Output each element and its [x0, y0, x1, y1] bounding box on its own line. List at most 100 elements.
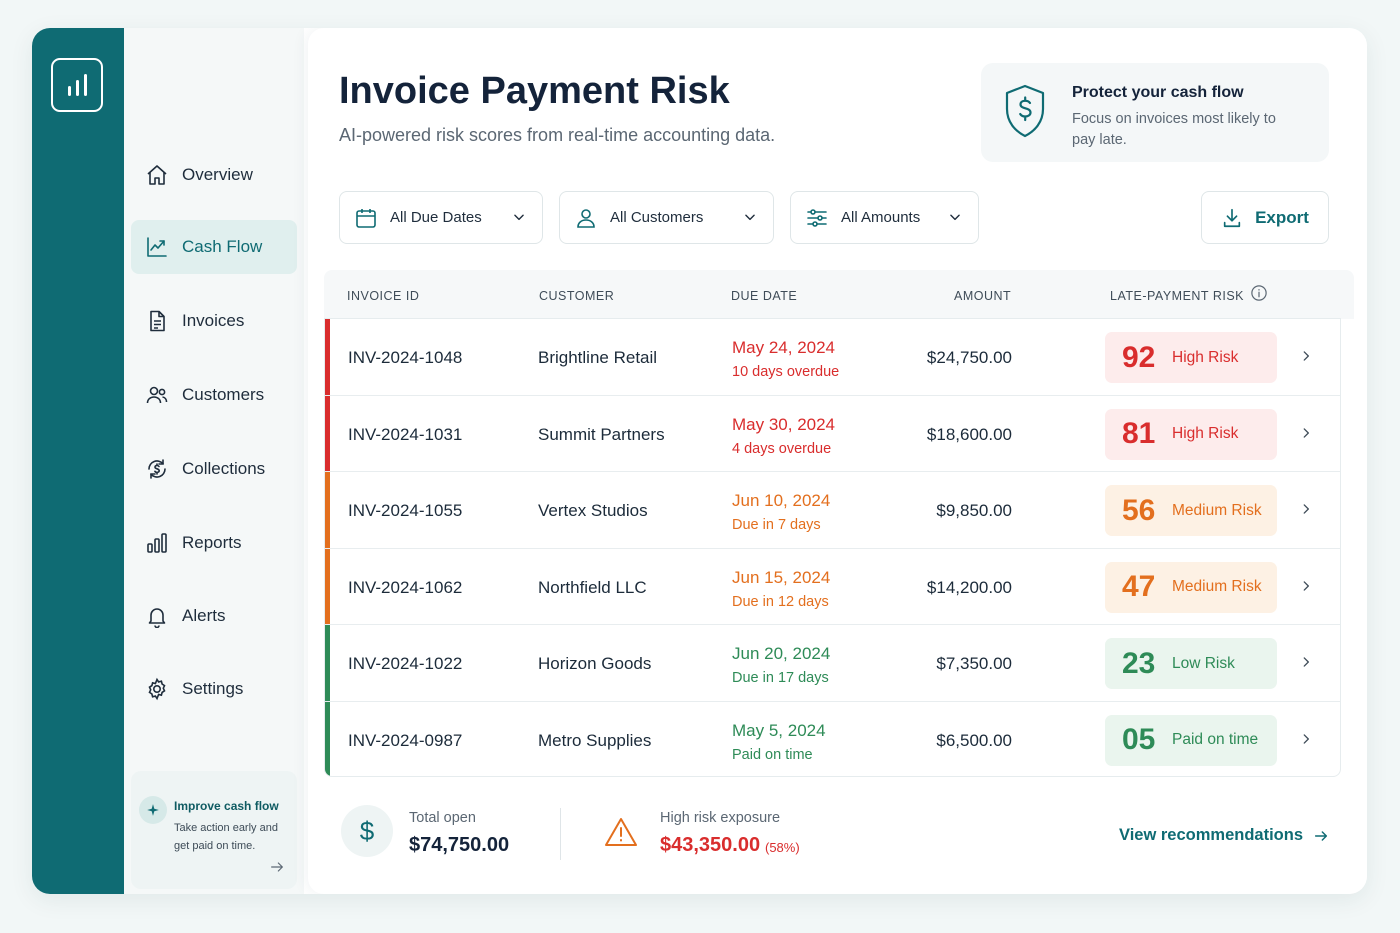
arrow-right-icon[interactable]	[269, 859, 285, 875]
app-logo-icon[interactable]	[51, 58, 103, 112]
chevron-right-icon[interactable]	[1299, 732, 1313, 746]
customer-name: Metro Supplies	[538, 730, 652, 750]
invoice-amount: $18,600.00	[926, 424, 1012, 444]
column-header-customer[interactable]: CUSTOMER	[539, 289, 615, 303]
invoice-table: INV-2024-1048 Brightline Retail May 24, …	[324, 318, 1341, 777]
sidebar-item-label: Cash Flow	[182, 237, 263, 256]
sidebar-item-invoices[interactable]: Invoices	[131, 294, 297, 348]
total-open-label: Total open	[409, 810, 476, 826]
chevron-right-icon[interactable]	[1299, 426, 1313, 440]
filter-label: All Amounts	[841, 209, 921, 226]
risk-score: 81	[1122, 417, 1156, 450]
tip-text: Take action early and get paid on time.	[174, 822, 278, 852]
risk-label: Low Risk	[1172, 654, 1235, 672]
table-row[interactable]: INV-2024-1062 Northfield LLC Jun 15, 202…	[325, 548, 1340, 625]
promo-text: Focus on invoices most likely to pay lat…	[1072, 111, 1276, 148]
bell-icon	[148, 608, 166, 628]
bar-chart-icon	[147, 533, 167, 553]
table-row[interactable]: INV-2024-1022 Horizon Goods Jun 20, 2024…	[325, 625, 1340, 702]
risk-label: Medium Risk	[1172, 501, 1262, 519]
column-header-invoice-id[interactable]: INVOICE ID	[347, 289, 420, 303]
arrow-right-icon	[1314, 830, 1328, 841]
due-status: Paid on time	[732, 746, 813, 763]
info-icon[interactable]	[1250, 284, 1268, 302]
customer-name: Summit Partners	[538, 424, 665, 444]
invoice-id: INV-2024-1062	[348, 577, 463, 597]
customer-filter[interactable]: All Customers	[559, 191, 774, 244]
column-header-amount[interactable]: AMOUNT	[954, 289, 1012, 303]
chevron-right-icon[interactable]	[1299, 655, 1313, 669]
improve-cash-flow-card[interactable]: Improve cash flow Take action early and …	[131, 771, 297, 889]
sidebar-item-cash-flow[interactable]: Cash Flow	[131, 220, 297, 274]
table-row[interactable]: INV-2024-1031 Summit Partners May 30, 20…	[325, 395, 1340, 472]
view-recommendations-link[interactable]: View recommendations	[1119, 826, 1329, 845]
invoice-amount: $9,850.00	[936, 501, 1012, 520]
due-date: May 24, 2024	[732, 338, 836, 357]
risk-label: High Risk	[1172, 348, 1239, 366]
sliders-icon	[807, 208, 827, 227]
risk-badge: 81 High Risk	[1105, 408, 1277, 460]
sidebar-item-overview[interactable]: Overview	[131, 148, 297, 202]
home-icon	[147, 165, 167, 185]
chevron-right-icon[interactable]	[1299, 502, 1313, 516]
invoice-id: INV-2024-1048	[348, 348, 463, 367]
gear-icon	[148, 677, 166, 701]
table-header: INVOICE ID CUSTOMER DUE DATE AMOUNT LATE…	[324, 270, 1354, 319]
sidebar-item-label: Overview	[182, 165, 253, 184]
sidebar-item-customers[interactable]: Customers	[131, 368, 297, 422]
total-open-value: $74,750.00	[409, 834, 510, 856]
sidebar-item-label: Alerts	[182, 606, 226, 625]
sidebar-item-label: Reports	[182, 533, 242, 552]
download-icon	[1223, 208, 1241, 227]
table-row[interactable]: INV-2024-0987 Metro Supplies May 5, 2024…	[325, 701, 1340, 776]
due-date-filter[interactable]: All Due Dates	[339, 191, 543, 244]
sidebar-item-label: Customers	[182, 385, 265, 404]
sidebar-item-reports[interactable]: Reports	[131, 516, 297, 570]
warning-icon	[605, 818, 637, 846]
chevron-down-icon	[745, 214, 755, 221]
trend-line-icon	[147, 237, 167, 257]
table-row[interactable]: INV-2024-1048 Brightline Retail May 24, …	[325, 319, 1340, 396]
risk-badge: 23 Low Risk	[1105, 638, 1277, 689]
risk-score: 23	[1122, 646, 1156, 680]
risk-badge: 92 High Risk	[1105, 332, 1277, 383]
sidebar-item-alerts[interactable]: Alerts	[131, 589, 297, 643]
chevron-down-icon	[950, 214, 960, 221]
invoice-id: INV-2024-0987	[348, 730, 463, 750]
invoice-id: INV-2024-1055	[348, 501, 463, 520]
sidebar-item-settings[interactable]: Settings	[131, 662, 297, 716]
sparkle-icon	[139, 796, 167, 824]
high-risk-exposure-value: $43,350.00	[660, 834, 761, 856]
due-date: Jun 20, 2024	[732, 644, 831, 663]
money-cycle-icon	[148, 459, 166, 479]
risk-score: 92	[1122, 340, 1156, 374]
filter-label: All Customers	[610, 209, 704, 226]
chevron-right-icon[interactable]	[1299, 579, 1313, 593]
chevron-right-icon[interactable]	[1299, 349, 1313, 363]
high-risk-exposure-label: High risk exposure	[660, 810, 781, 826]
due-status: Due in 12 days	[732, 593, 829, 610]
column-header-due-date[interactable]: DUE DATE	[731, 289, 798, 303]
due-date: Jun 10, 2024	[732, 491, 831, 510]
divider	[560, 808, 561, 860]
export-button[interactable]: Export	[1201, 191, 1329, 244]
due-date: Jun 15, 2024	[732, 567, 831, 587]
risk-badge: 05 Paid on time	[1105, 714, 1277, 766]
page-title: Invoice Payment Risk	[339, 70, 730, 112]
risk-score: 05	[1122, 723, 1156, 756]
sidebar-item-label: Invoices	[182, 311, 245, 330]
sidebar: Overview Cash Flow Invoices Customers Co…	[124, 28, 304, 894]
table-row[interactable]: INV-2024-1055 Vertex Studios Jun 10, 202…	[325, 472, 1340, 549]
due-status: Due in 17 days	[732, 670, 829, 686]
column-header-risk[interactable]: LATE-PAYMENT RISK	[1110, 289, 1244, 303]
protect-cash-flow-card: Protect your cash flow Focus on invoices…	[981, 63, 1329, 162]
amount-filter[interactable]: All Amounts	[790, 191, 979, 244]
sidebar-item-collections[interactable]: Collections	[131, 442, 297, 496]
invoice-id: INV-2024-1031	[348, 424, 463, 444]
risk-indicator-bar	[325, 548, 330, 624]
risk-label: High Risk	[1172, 425, 1239, 442]
link-label: View recommendations	[1119, 826, 1304, 844]
chevron-down-icon	[514, 214, 524, 221]
high-risk-exposure-percent: (58%)	[765, 840, 800, 855]
risk-label: Medium Risk	[1172, 578, 1262, 595]
